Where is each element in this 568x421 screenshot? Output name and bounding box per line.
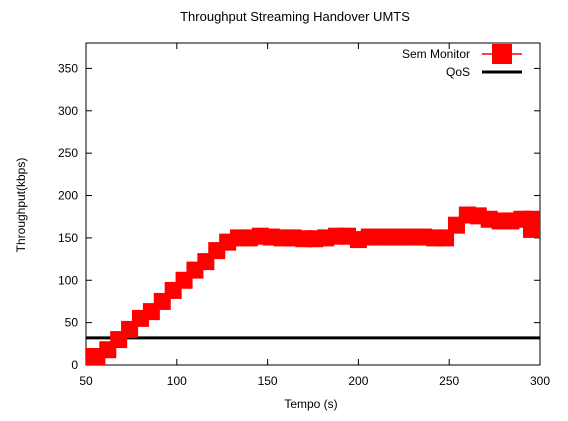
plot-area-frame [85, 42, 541, 366]
legend-marker-sem-monitor [492, 44, 512, 64]
y-axis-label: Throughput(kbps) [14, 158, 28, 253]
x-tick-label: 150 [258, 374, 278, 388]
x-axis-label: Tempo (s) [284, 397, 337, 411]
legend-label-qos: QoS [446, 65, 470, 79]
x-tick-label: 300 [530, 374, 550, 388]
y-tick-label: 250 [58, 146, 78, 160]
y-tick-label: 0 [71, 358, 78, 372]
x-tick-label: 200 [348, 374, 368, 388]
y-tick-label: 100 [58, 273, 78, 287]
x-tick-label: 50 [79, 374, 93, 388]
legend-label-sem-monitor: Sem Monitor [402, 47, 470, 61]
data-point-sem-monitor [523, 220, 540, 238]
y-tick-label: 150 [58, 231, 78, 245]
x-axis-ticks: 50 100 150 200 250 300 [79, 43, 550, 388]
y-tick-label: 50 [65, 316, 79, 330]
x-tick-label: 100 [167, 374, 187, 388]
y-tick-label: 200 [58, 189, 78, 203]
chart-title: Throughput Streaming Handover UMTS [180, 9, 410, 24]
y-tick-label: 350 [58, 61, 78, 75]
x-tick-label: 250 [439, 374, 459, 388]
y-tick-label: 300 [58, 104, 78, 118]
legend: Sem Monitor QoS [402, 44, 522, 79]
series-layer [85, 206, 541, 365]
